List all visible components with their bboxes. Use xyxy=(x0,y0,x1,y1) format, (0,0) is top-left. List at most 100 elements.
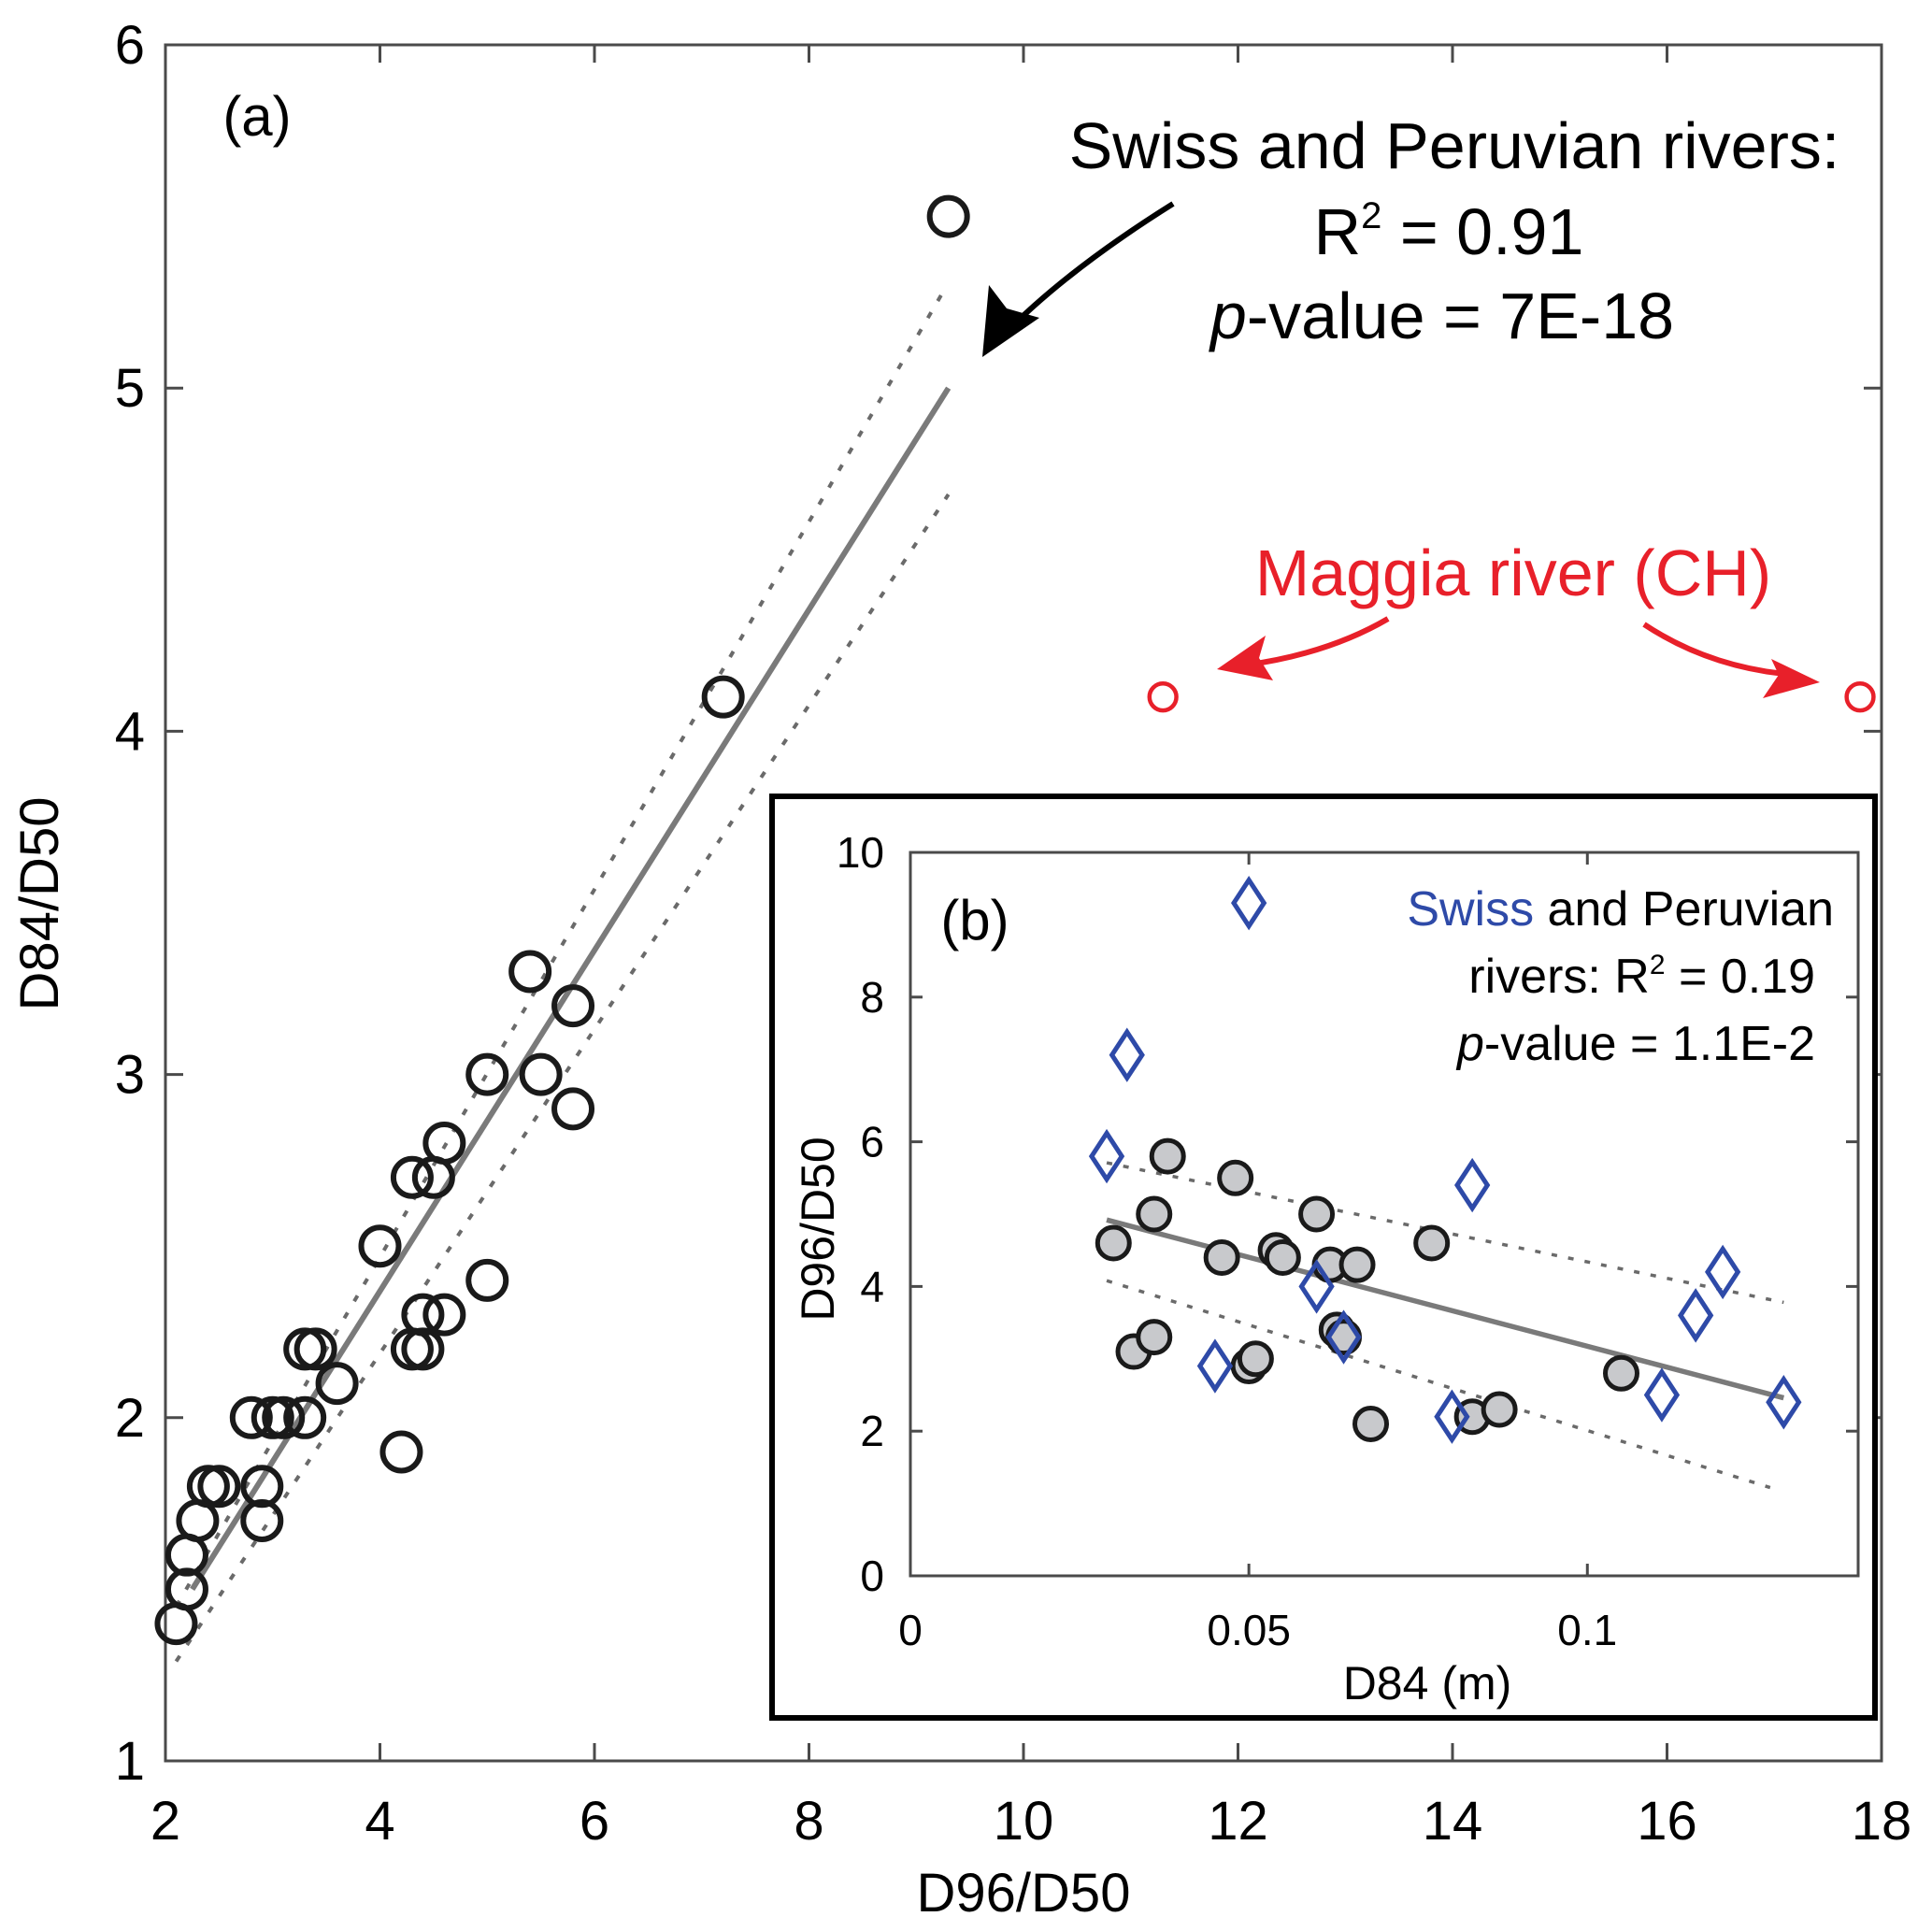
x-tick-label: 16 xyxy=(1637,1791,1697,1852)
maggia-point xyxy=(1844,681,1876,713)
black-arrow-head-icon xyxy=(982,285,1039,357)
maggia-label: Maggia river (CH) xyxy=(1255,536,1771,609)
peruvian-circle-point xyxy=(1325,1319,1363,1356)
x-tick-label: 6 xyxy=(580,1791,609,1852)
y-tick-label: 8 xyxy=(860,973,884,1022)
panel-b-stats-annotation: Swiss and Peruvian rivers: R2 = 0.19 p-v… xyxy=(1407,882,1834,1071)
p-italic: p xyxy=(1209,279,1247,352)
panel-b-inset: 0 0.05 0.1 0 2 4 6 8 10 D84 (m) D96/D50 (b) Swis… xyxy=(769,794,1878,1721)
panel-a-stats-annotation: Swiss and Peruvian rivers: R2 = 0.91 p-v… xyxy=(982,109,1839,357)
swiss-diamond-point xyxy=(1705,1244,1741,1300)
panel-a-label: (a) xyxy=(222,85,291,148)
panel-b-label: (b) xyxy=(940,889,1009,951)
river-point xyxy=(229,1395,273,1439)
p-value-text: -value = 7E-18 xyxy=(1247,279,1674,352)
river-point xyxy=(283,1395,327,1439)
river-point xyxy=(465,1258,509,1302)
y-tick-label: 0 xyxy=(860,1552,884,1600)
river-point xyxy=(250,1395,294,1439)
panel-b-tick-labels: 0 0.05 0.1 0 2 4 6 8 10 xyxy=(837,828,1617,1654)
peruvian-circle-point xyxy=(1481,1391,1518,1428)
river-point xyxy=(379,1430,423,1474)
peruvian-circle-point xyxy=(1203,1238,1240,1276)
x-tick-label: 0 xyxy=(898,1606,923,1654)
river-point xyxy=(519,1052,563,1096)
peruvian-circle-point xyxy=(1603,1354,1639,1392)
panel-a-y-axis-label: D84/D50 xyxy=(9,797,70,1011)
swiss-diamond-point xyxy=(1643,1367,1681,1423)
panel-b-points xyxy=(1088,875,1802,1444)
river-point xyxy=(551,984,595,1028)
swiss-diamond-point xyxy=(1434,1389,1470,1444)
p-italic: p xyxy=(1455,1017,1484,1071)
peruvian-circle-point xyxy=(1136,1195,1173,1233)
panel-a-x-axis-label: D96/D50 xyxy=(917,1863,1131,1924)
river-point xyxy=(508,950,552,994)
river-point xyxy=(401,1327,445,1371)
river-point xyxy=(390,1155,434,1199)
x-tick-label: 2 xyxy=(150,1791,180,1852)
r2-symbol: R xyxy=(1314,195,1362,268)
river-point xyxy=(358,1224,402,1268)
r2-prefix: rivers: R xyxy=(1468,950,1650,1004)
panel-b-y-axis-label: D96/D50 xyxy=(792,1137,844,1321)
swiss-diamond-point xyxy=(1766,1375,1802,1430)
peruvian-circle-point xyxy=(1338,1246,1376,1283)
river-point xyxy=(186,1465,230,1509)
y-tick-label: 3 xyxy=(115,1045,145,1106)
panel-b-stats-line1: Swiss and Peruvian xyxy=(1407,882,1834,937)
swiss-diamond-point xyxy=(1088,1128,1125,1184)
panel-a-stats-title: Swiss and Peruvian rivers: xyxy=(1069,109,1840,182)
panel-b-r2: rivers: R2 = 0.19 xyxy=(1468,950,1815,1004)
x-tick-label: 12 xyxy=(1208,1791,1268,1852)
x-tick-label: 10 xyxy=(994,1791,1054,1852)
swiss-diamond-point xyxy=(1196,1338,1234,1394)
y-tick-label: 6 xyxy=(115,15,145,76)
panel-b-x-axis-label: D84 (m) xyxy=(1343,1657,1512,1709)
red-arrow-left-shaft xyxy=(1242,616,1390,668)
red-arrow-right-head-icon xyxy=(1763,659,1820,698)
peruvian-circle-point xyxy=(1149,1137,1186,1175)
peruvian-circle-point xyxy=(1095,1224,1132,1262)
peruvian-circle-point xyxy=(1237,1340,1274,1378)
panel-a-maggia-annotation: Maggia river (CH) xyxy=(1217,536,1820,698)
swiss-word: Swiss xyxy=(1407,882,1534,937)
x-tick-label: 0.1 xyxy=(1557,1606,1617,1654)
red-arrow-right-shaft xyxy=(1642,622,1796,678)
x-tick-label: 8 xyxy=(794,1791,823,1852)
river-point xyxy=(422,1122,466,1166)
river-point xyxy=(240,1465,284,1509)
peruvian-circle-point xyxy=(1136,1319,1173,1356)
river-point xyxy=(422,1293,466,1337)
panel-b-ticks xyxy=(909,851,1858,1578)
panel-a-p-value: p-value = 7E-18 xyxy=(1209,279,1674,352)
swiss-diamond-point xyxy=(1109,1027,1145,1082)
river-point xyxy=(283,1327,327,1371)
peruvian-circle-point xyxy=(1298,1195,1336,1233)
river-point xyxy=(315,1362,359,1406)
river-point xyxy=(165,1567,208,1611)
y-tick-label: 5 xyxy=(115,358,145,419)
river-point xyxy=(197,1465,241,1509)
x-tick-label: 0.05 xyxy=(1207,1606,1291,1654)
swiss-diamond-point xyxy=(1678,1288,1714,1343)
y-tick-label: 4 xyxy=(860,1262,884,1310)
peruvian-circle-point xyxy=(1217,1159,1254,1196)
panel-b-axes-box xyxy=(909,851,1860,1578)
r2-superscript: 2 xyxy=(1361,195,1381,236)
peruvian-circle-point xyxy=(1352,1405,1390,1442)
y-tick-label: 6 xyxy=(860,1118,884,1166)
x-tick-label: 4 xyxy=(365,1791,394,1852)
river-point xyxy=(240,1498,284,1542)
y-tick-label: 2 xyxy=(115,1388,145,1449)
ci-upper-line xyxy=(1106,1161,1784,1305)
peruvian-circle-point xyxy=(1264,1238,1301,1276)
p-value-text: -value = 1.1E-2 xyxy=(1484,1017,1815,1071)
r2-value: = 0.19 xyxy=(1666,950,1815,1004)
swiss-diamond-point xyxy=(1325,1309,1362,1365)
x-tick-label: 18 xyxy=(1852,1791,1912,1852)
river-point xyxy=(701,675,745,719)
r2-value: = 0.91 xyxy=(1381,195,1583,268)
